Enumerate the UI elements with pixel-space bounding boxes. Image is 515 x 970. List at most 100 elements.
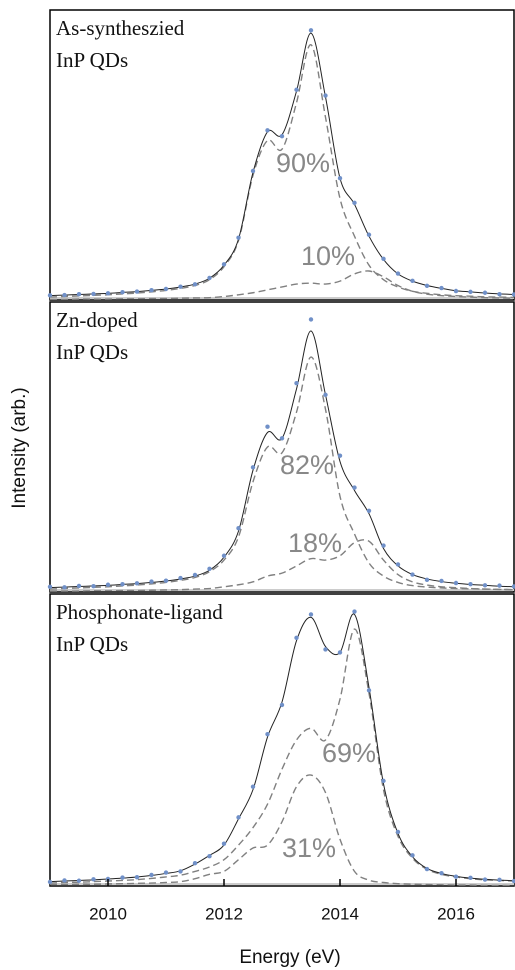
- panel-frame: [49, 301, 515, 593]
- panel-label: InP QDs: [56, 632, 128, 656]
- data-point: [352, 200, 357, 206]
- data-point: [250, 168, 256, 174]
- data-point: [221, 841, 227, 846]
- component-curve: [50, 774, 514, 886]
- data-point: [120, 875, 125, 880]
- component-curve: [50, 628, 514, 884]
- data-point: [178, 575, 183, 581]
- data-point: [47, 584, 53, 589]
- data-point: [279, 702, 285, 708]
- panel-label: Zn-doped: [56, 308, 138, 332]
- data-point: [410, 278, 415, 284]
- x-tick-label: 2010: [89, 904, 127, 923]
- plot-area: [50, 613, 514, 886]
- data-point: [439, 578, 444, 584]
- data-point: [308, 317, 314, 322]
- data-point: [308, 612, 314, 617]
- fit-curve: [50, 32, 514, 297]
- plot-area: [50, 32, 514, 300]
- data-point: [134, 581, 140, 586]
- data-point: [395, 271, 401, 276]
- data-point: [236, 815, 241, 820]
- panel-label: As-syntheszied: [56, 16, 185, 40]
- data-point: [395, 562, 401, 567]
- data-point: [323, 647, 328, 652]
- data-point: [482, 877, 488, 882]
- data-point: [511, 292, 515, 297]
- data-point: [366, 232, 372, 237]
- data-point: [250, 465, 256, 470]
- data-point: [236, 526, 241, 531]
- data-point: [149, 579, 154, 584]
- data-point: [497, 583, 502, 588]
- data-point: [366, 688, 372, 693]
- data-point: [134, 289, 140, 294]
- component-curve: [50, 356, 514, 591]
- data-point: [192, 861, 198, 866]
- data-point: [178, 284, 183, 289]
- component-percent: 18%: [288, 528, 342, 558]
- data-point: [105, 291, 111, 296]
- data-point: [76, 878, 82, 883]
- data-point: [424, 283, 430, 288]
- data-point: [91, 877, 96, 882]
- data-point: [163, 870, 169, 875]
- data-point: [279, 436, 285, 441]
- data-point: [120, 581, 125, 587]
- data-point: [120, 289, 125, 295]
- data-point: [453, 288, 459, 294]
- data-point: [482, 290, 488, 295]
- x-axis-label: Energy (eV): [239, 947, 340, 968]
- data-point: [178, 869, 183, 874]
- panel-label: InP QDs: [56, 48, 128, 72]
- data-point: [468, 875, 473, 881]
- y-axis-label: Intensity (arb.): [9, 387, 30, 508]
- data-point: [236, 235, 241, 240]
- data-point: [294, 635, 299, 640]
- data-point: [323, 392, 328, 397]
- data-point: [410, 572, 415, 577]
- x-tick-label: 2014: [321, 904, 359, 923]
- data-point: [439, 870, 444, 876]
- component-curve: [50, 270, 514, 300]
- data-point: [207, 854, 212, 859]
- data-point: [381, 256, 386, 262]
- data-point: [221, 553, 227, 558]
- data-point: [453, 874, 459, 879]
- data-point: [62, 585, 67, 590]
- data-point: [207, 275, 212, 281]
- data-point: [91, 584, 96, 589]
- data-point: [352, 485, 357, 490]
- data-point: [308, 28, 314, 33]
- data-point: [207, 566, 212, 571]
- data-point: [221, 262, 227, 267]
- data-point: [482, 583, 488, 588]
- data-point: [265, 424, 270, 429]
- data-point: [250, 784, 256, 789]
- data-point: [76, 583, 82, 589]
- data-point: [424, 866, 430, 872]
- component-curve: [50, 44, 514, 299]
- data-point: [294, 87, 299, 92]
- data-point: [265, 128, 270, 133]
- data-point: [497, 292, 502, 297]
- data-point: [395, 829, 401, 835]
- data-point: [468, 581, 473, 587]
- data-point: [511, 584, 515, 589]
- data-point: [424, 577, 430, 583]
- x-tick-label: 2016: [437, 904, 475, 923]
- panel-label: InP QDs: [56, 340, 128, 364]
- data-point: [149, 287, 154, 293]
- panel-label: Phosphonate-ligand: [56, 600, 223, 624]
- component-percent: 10%: [301, 241, 355, 271]
- data-point: [76, 292, 82, 297]
- component-percent: 82%: [280, 450, 334, 480]
- data-point: [163, 578, 169, 583]
- fit-curve: [50, 613, 514, 883]
- data-point: [381, 778, 386, 784]
- data-point: [62, 878, 67, 883]
- data-point: [192, 572, 198, 578]
- data-point: [149, 872, 154, 878]
- data-point: [337, 650, 343, 655]
